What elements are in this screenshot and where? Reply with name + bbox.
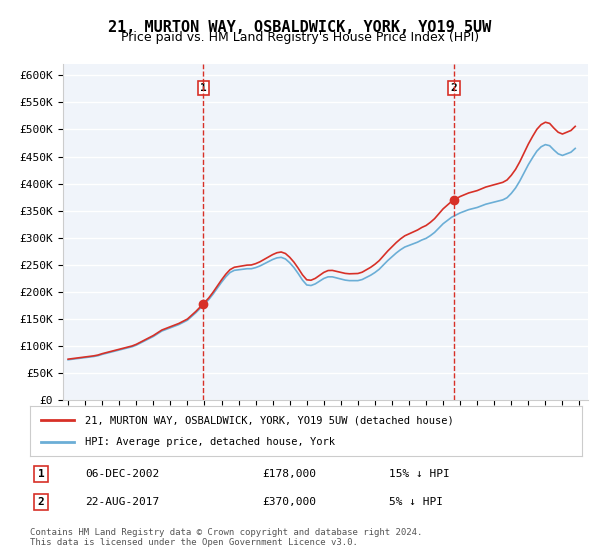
- Text: 06-DEC-2002: 06-DEC-2002: [85, 469, 160, 479]
- Text: 2: 2: [451, 83, 457, 93]
- Text: 21, MURTON WAY, OSBALDWICK, YORK, YO19 5UW (detached house): 21, MURTON WAY, OSBALDWICK, YORK, YO19 5…: [85, 415, 454, 425]
- Text: 1: 1: [200, 83, 206, 93]
- Text: 15% ↓ HPI: 15% ↓ HPI: [389, 469, 449, 479]
- Text: 22-AUG-2017: 22-AUG-2017: [85, 497, 160, 507]
- Text: £178,000: £178,000: [262, 469, 316, 479]
- Text: £370,000: £370,000: [262, 497, 316, 507]
- Text: 1: 1: [38, 469, 44, 479]
- Text: This data is licensed under the Open Government Licence v3.0.: This data is licensed under the Open Gov…: [30, 538, 358, 547]
- Text: HPI: Average price, detached house, York: HPI: Average price, detached house, York: [85, 437, 335, 447]
- Text: Price paid vs. HM Land Registry's House Price Index (HPI): Price paid vs. HM Land Registry's House …: [121, 31, 479, 44]
- Text: Contains HM Land Registry data © Crown copyright and database right 2024.: Contains HM Land Registry data © Crown c…: [30, 528, 422, 536]
- Text: 2: 2: [38, 497, 44, 507]
- Text: 21, MURTON WAY, OSBALDWICK, YORK, YO19 5UW: 21, MURTON WAY, OSBALDWICK, YORK, YO19 5…: [109, 20, 491, 35]
- Text: 5% ↓ HPI: 5% ↓ HPI: [389, 497, 443, 507]
